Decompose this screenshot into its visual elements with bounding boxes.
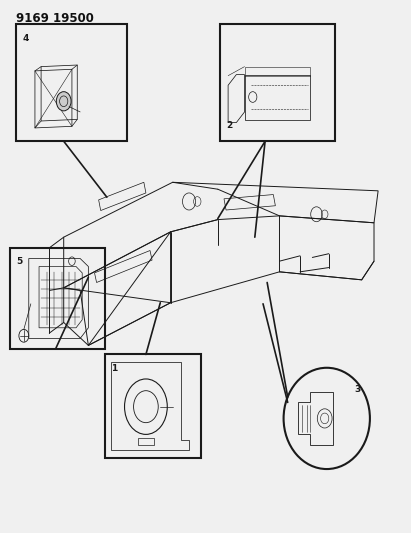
Text: 9169 19500: 9169 19500 — [16, 12, 94, 25]
Bar — [10, 248, 105, 349]
Bar — [105, 354, 201, 458]
Bar — [220, 24, 335, 141]
Text: 5: 5 — [16, 257, 23, 266]
Text: 1: 1 — [111, 364, 117, 373]
Circle shape — [56, 92, 71, 111]
Bar — [16, 24, 127, 141]
Text: 3: 3 — [355, 385, 361, 393]
Text: 4: 4 — [23, 34, 29, 43]
Text: 2: 2 — [226, 120, 232, 130]
